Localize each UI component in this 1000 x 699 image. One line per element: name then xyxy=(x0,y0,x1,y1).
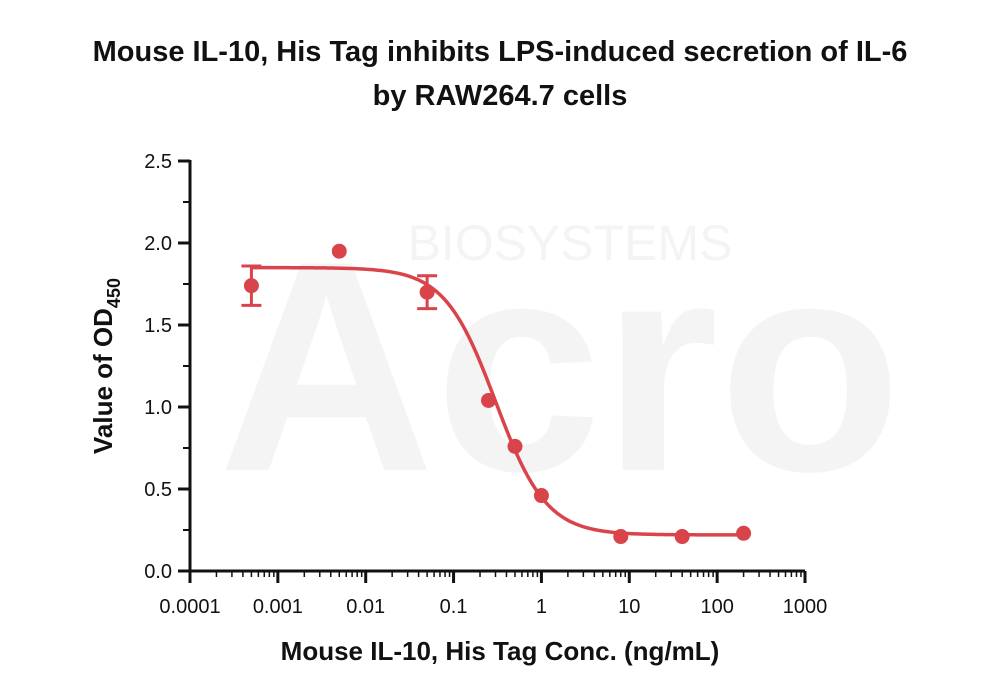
data-point xyxy=(507,438,523,454)
x-tick-label: 0.01 xyxy=(346,596,385,618)
x-tick-label: 0.001 xyxy=(253,596,303,618)
y-tick-label: 0.5 xyxy=(144,479,172,501)
data-point xyxy=(533,488,549,504)
chart-title: Mouse IL-10, His Tag inhibits LPS-induce… xyxy=(0,30,1000,118)
y-tick-label: 2.0 xyxy=(144,233,172,255)
data-point xyxy=(331,243,347,259)
x-tick-label: 100 xyxy=(700,596,733,618)
fit-curve xyxy=(251,265,744,537)
chart-title-line1: Mouse IL-10, His Tag inhibits LPS-induce… xyxy=(92,36,908,68)
axes: 0.0 0.5 1.0 1.5 2.0 2.5 0.0001 0.001 0.01 0.1 1 10 1… xyxy=(144,151,827,618)
watermark-sub: BIOSYSTEMS xyxy=(407,215,732,271)
data-point xyxy=(736,525,752,541)
data-point xyxy=(243,278,259,294)
data-point xyxy=(419,284,435,300)
y-axis-label-main: Value of OD xyxy=(88,308,118,454)
y-tick-label: 0.0 xyxy=(144,561,172,583)
y-axis-label: Value of OD450 xyxy=(88,278,124,454)
x-tick-label: 0.1 xyxy=(440,596,468,618)
data-point xyxy=(613,529,629,545)
watermark: BIOSYSTEMS Acro xyxy=(218,198,902,534)
data-points-layer xyxy=(241,243,752,545)
y-tick-label: 1.5 xyxy=(144,315,172,337)
x-tick-label: 1 xyxy=(536,596,547,618)
data-point xyxy=(674,529,690,545)
chart-title-line2: by RAW264.7 cells xyxy=(372,80,628,112)
x-tick-label: 0.0001 xyxy=(159,596,220,618)
x-tick-label: 10 xyxy=(618,596,640,618)
watermark-brand: Acro xyxy=(218,198,902,534)
y-tick-label: 2.5 xyxy=(144,151,172,173)
data-point xyxy=(481,392,497,408)
x-tick-label: 1000 xyxy=(783,596,828,618)
fit-curve-layer xyxy=(251,265,744,537)
y-axis-label-subscript: 450 xyxy=(104,278,124,308)
x-axis-label: Mouse IL-10, His Tag Conc. (ng/mL) xyxy=(281,636,720,666)
y-tick-label: 1.0 xyxy=(144,397,172,419)
